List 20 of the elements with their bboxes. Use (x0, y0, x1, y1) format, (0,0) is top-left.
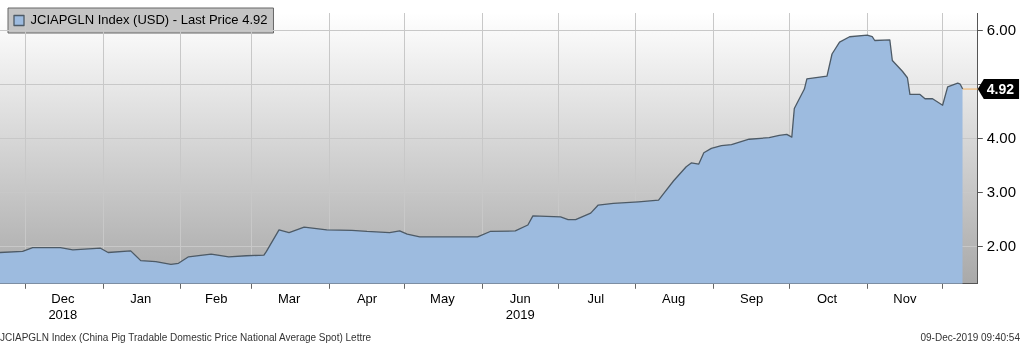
x-tick-label: Feb (204, 291, 228, 307)
y-tick-label: 3.00 (986, 182, 1017, 200)
x-tick-label: Nov (893, 291, 917, 307)
text: JCIAPGLN Index (China Pig Tradable Domestic Price National Average Spot) Lettre (0, 332, 372, 343)
x-tick-label: Jan (130, 291, 152, 307)
y-tick-label: 6.00 (986, 20, 1017, 38)
x-tick-label: Jul (587, 291, 605, 307)
x-tick-label: Oct (816, 291, 838, 307)
x-tick-label: May (430, 291, 456, 307)
x-tick-label: Dec 2018 (48, 291, 78, 322)
text: 09-Dec-2019 09:40:54 (920, 332, 1020, 343)
x-tick-label: Aug (662, 291, 686, 307)
x-tick-label: Jun 2019 (505, 291, 535, 322)
x-tick-label: Apr (356, 291, 378, 307)
y-tick-label: 4.00 (986, 128, 1017, 146)
x-tick-label: Sep (740, 291, 764, 307)
ref-line-label: 4.92 (986, 80, 1015, 97)
x-tick-label: Mar (277, 291, 301, 307)
y-tick-label: 2.00 (986, 236, 1017, 254)
legend-label: JCIAPGLN Index (USD) - Last Price 4.92 (30, 12, 268, 28)
